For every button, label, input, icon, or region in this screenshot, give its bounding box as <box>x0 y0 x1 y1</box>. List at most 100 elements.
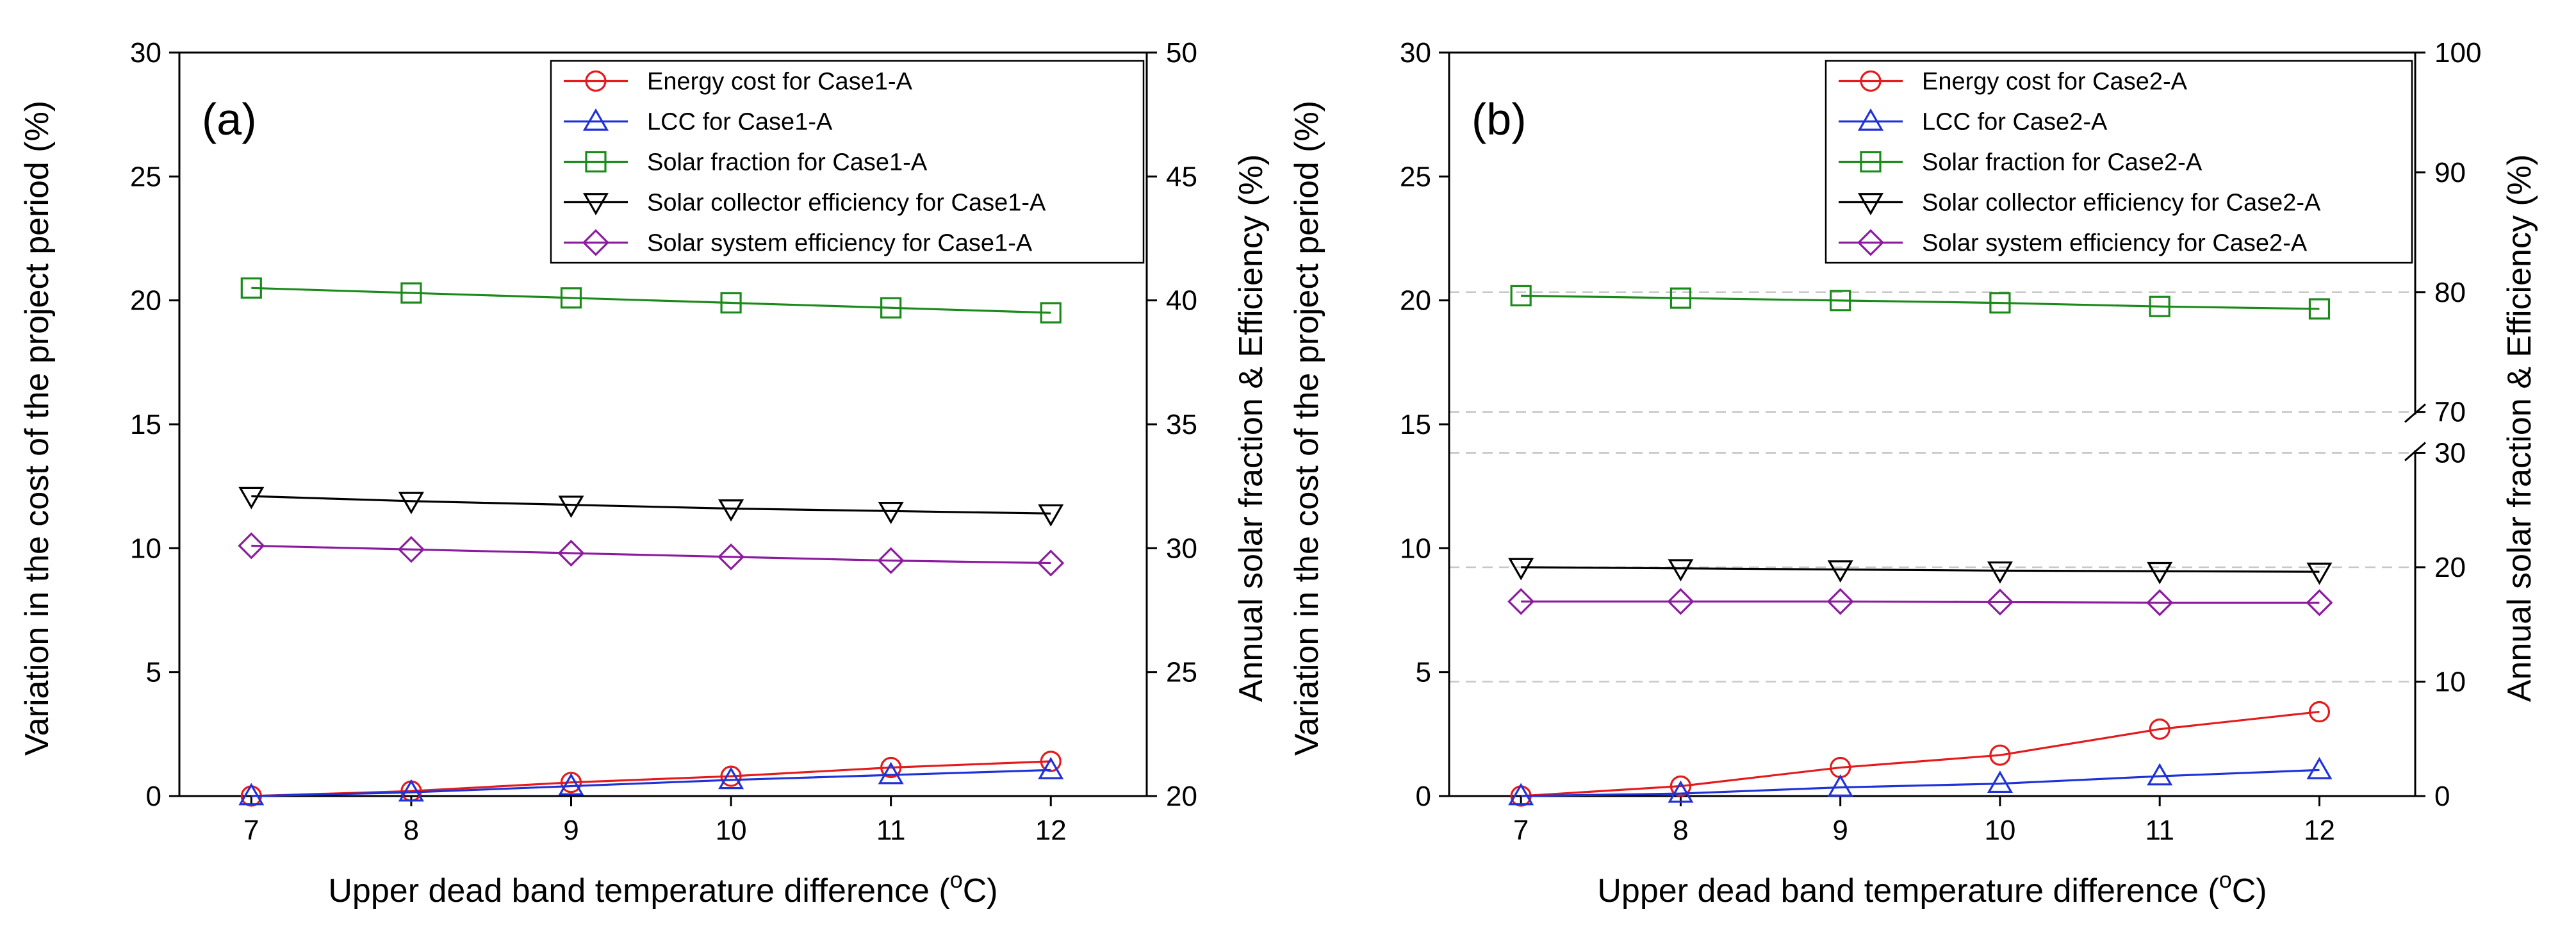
legend-marker <box>585 151 607 173</box>
data-point <box>397 536 425 563</box>
series-line <box>251 495 1051 515</box>
data-point <box>1510 285 1532 306</box>
data-point <box>557 540 585 567</box>
series-triangle-up-b <box>1508 756 2333 806</box>
x-tick-label: 7 <box>243 815 259 846</box>
series-circle-b <box>1510 701 2331 807</box>
series-line <box>251 286 1051 314</box>
series-square-b <box>1510 285 2331 320</box>
data-point <box>720 292 742 314</box>
legend-marker <box>582 229 610 256</box>
legend-label: Energy cost for Case1-A <box>647 69 913 95</box>
data-point <box>877 547 905 574</box>
data-point <box>2306 562 2333 585</box>
y2-tick-label: 30 <box>1166 533 1197 564</box>
y2-tick-label: 10 <box>2434 666 2466 697</box>
x-axis-title-unit-letter: C) <box>2232 872 2267 909</box>
data-point <box>238 783 265 806</box>
y2-tick-label: 80 <box>2434 277 2466 308</box>
legend-label: Solar system efficiency for Case1-A <box>647 230 1033 257</box>
series-triangle-up-a <box>238 756 1064 806</box>
data-point <box>2306 589 2333 617</box>
data-point <box>1667 588 1694 615</box>
x-tick-label: 10 <box>1984 815 2015 846</box>
series-line <box>1521 600 2320 604</box>
data-point <box>718 543 745 570</box>
legend-frame <box>1825 60 2413 264</box>
y-tick-label: 5 <box>1416 657 1431 688</box>
data-point <box>1827 560 1853 583</box>
legend-item: LCC for Case2-A <box>1839 108 2108 136</box>
y-tick-label: 20 <box>1400 285 1431 317</box>
data-point <box>2149 295 2170 317</box>
data-point <box>400 282 422 304</box>
legend-marker <box>582 193 609 215</box>
panel-b-x-axis: 7 8 9 10 11 12 <box>1513 796 2335 846</box>
y2-tick-label: 35 <box>1166 409 1197 440</box>
y-tick-label: 15 <box>1400 409 1431 440</box>
x-tick-label: 12 <box>2304 815 2335 846</box>
y-tick-label: 0 <box>1416 781 1431 812</box>
x-axis-title-text: Upper dead band temperature difference ( <box>1597 872 2219 909</box>
x-axis-title-unit: o <box>950 867 963 893</box>
legend-label: LCC for Case1-A <box>647 109 833 136</box>
data-point <box>718 499 744 522</box>
data-point <box>1037 549 1065 577</box>
y2-tick-label: 20 <box>2434 552 2466 583</box>
x-tick-label: 9 <box>1832 815 1848 846</box>
data-point <box>2308 701 2331 723</box>
legend-marker <box>1860 151 1882 173</box>
legend-item: Solar collector efficiency for Case1-A <box>564 190 1046 217</box>
data-point <box>1826 588 1854 615</box>
x-tick-label: 11 <box>876 815 906 846</box>
series-triangle-down-b <box>1508 558 2333 585</box>
legend-label: Solar system efficiency for Case2-A <box>1922 230 2308 257</box>
legend-item: Energy cost for Case2-A <box>1839 69 2188 95</box>
data-point <box>2147 561 2173 585</box>
legend-item: Solar fraction for Case1-A <box>564 149 928 176</box>
legend-item: Energy cost for Case1-A <box>564 69 913 95</box>
legend-item: Solar system efficiency for Case2-A <box>1839 229 2308 257</box>
x-axis-title-unit: o <box>2219 867 2232 893</box>
data-point <box>878 761 904 785</box>
data-point <box>558 495 584 519</box>
series-line <box>251 544 1051 565</box>
series-line <box>1521 710 2320 797</box>
y-tick-label: 25 <box>1400 161 1431 192</box>
data-point <box>878 501 904 524</box>
legend-marker <box>1857 193 1884 215</box>
series-triangle-down-a <box>238 486 1064 527</box>
data-point <box>2146 589 2174 617</box>
series-diamond-a <box>238 532 1065 577</box>
legend-marker <box>1857 108 1884 131</box>
data-point <box>238 532 265 560</box>
data-point <box>1986 588 2014 616</box>
panel-b-y2-axis-title: Annual solar fraction & Efficiency (%) <box>2501 154 2538 702</box>
legend-label: Solar collector efficiency for Case2-A <box>1922 190 2321 217</box>
y2-tick-label: 25 <box>1166 657 1197 688</box>
legend-item: Solar fraction for Case2-A <box>1839 149 2203 176</box>
y-tick-label: 20 <box>130 285 161 317</box>
data-point <box>1668 559 1694 582</box>
data-point <box>1038 756 1064 779</box>
panel-b-axis-break <box>2404 403 2426 461</box>
x-axis-title-unit-letter: C) <box>963 872 998 909</box>
data-point <box>880 756 902 779</box>
data-point <box>240 277 262 299</box>
data-point <box>2308 298 2331 320</box>
data-point <box>2149 718 2170 740</box>
legend-marker <box>582 108 609 131</box>
legend-label: Solar collector efficiency for Case1-A <box>647 190 1046 217</box>
panel-a-y-axis-title: Variation in the cost of the project per… <box>19 101 56 756</box>
panel-b-y-axis-title: Variation in the cost of the project per… <box>1288 101 1325 756</box>
series-line <box>251 760 1051 797</box>
y2-tick-label: 30 <box>2434 437 2466 469</box>
series-square-a <box>240 277 1062 324</box>
legend-item: Solar collector efficiency for Case2-A <box>1839 190 2321 217</box>
x-tick-label: 7 <box>1513 815 1529 846</box>
series-line <box>1521 294 2320 310</box>
data-point <box>560 772 582 793</box>
panel-b-y-axis-right: 0 10 20 30 70 80 90 100 <box>2415 37 2481 812</box>
data-point <box>720 765 742 787</box>
y-tick-label: 15 <box>130 409 161 440</box>
